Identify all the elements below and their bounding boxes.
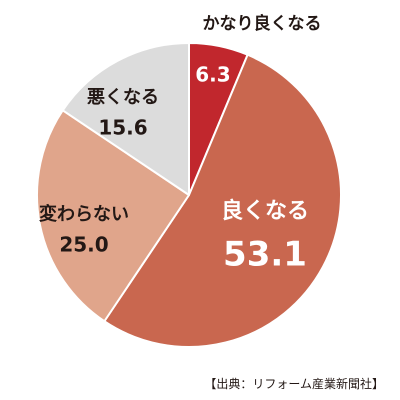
slice-value-label: 15.6 <box>98 116 147 140</box>
slice-category-label: 悪くなる <box>87 87 159 108</box>
slice-value-label: 53.1 <box>223 235 307 275</box>
pie-slices <box>36 42 342 348</box>
pie-labels: かなり良くなる 6.3 良くなる 53.1 変わらない 25.0 悪くなる 15.6 <box>39 13 322 275</box>
slice-category-label: 変わらない <box>39 203 129 225</box>
slice-value-label: 6.3 <box>195 62 230 86</box>
pie-slice <box>36 109 190 323</box>
source-note: 【出典：リフォーム産業新聞社】 <box>204 377 384 391</box>
slice-category-label: かなり良くなる <box>203 13 322 34</box>
slice-value-label: 25.0 <box>59 233 108 257</box>
pie-slice <box>61 42 190 196</box>
slice-category-label: 良くなる <box>221 198 309 224</box>
pie-slice <box>103 53 342 348</box>
